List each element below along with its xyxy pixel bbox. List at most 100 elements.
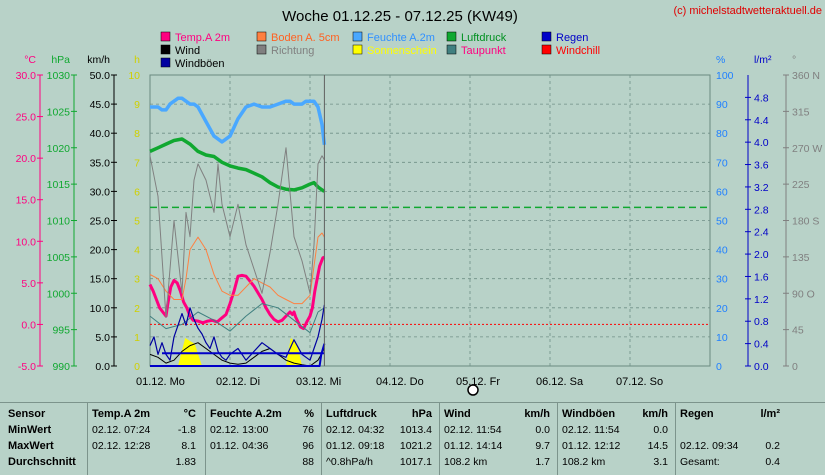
axis-tick-kmh: 0.0 bbox=[95, 361, 110, 373]
stat-value: 0.0 bbox=[535, 424, 550, 436]
axis-tick-hpa: 1025 bbox=[47, 106, 71, 118]
legend-swatch bbox=[160, 31, 171, 42]
statistics-table: Sensor MinWert MaxWert Durchschnitt Temp.A 2… bbox=[0, 402, 825, 475]
legend-swatch bbox=[352, 44, 363, 55]
stat-time: 01.12. 04:36 bbox=[210, 440, 269, 452]
axis-tick-direction: 360 N bbox=[792, 70, 820, 82]
axis-tick-hours: 6 bbox=[134, 186, 140, 198]
stat-column-unit: l/m² bbox=[760, 408, 780, 420]
sunshine-area bbox=[286, 338, 302, 366]
axis-tick-kmh: 30.0 bbox=[90, 186, 111, 198]
axis-tick-rain: 0.4 bbox=[754, 339, 769, 351]
axis-tick-hpa: 995 bbox=[52, 325, 70, 337]
legend-label: Windböen bbox=[175, 58, 225, 70]
axis-unit-direction: ° bbox=[792, 54, 796, 66]
axis-tick-percent: 60 bbox=[716, 186, 728, 198]
stat-value: 1017.1 bbox=[399, 456, 432, 468]
x-tick-label: 06.12. Sa bbox=[536, 376, 584, 388]
legend-swatch bbox=[541, 31, 552, 42]
series-boden-a-5cm bbox=[149, 232, 325, 305]
scroll-marker-icon[interactable] bbox=[467, 384, 479, 396]
x-tick-label: 07.12. So bbox=[616, 376, 663, 388]
legend-label: Taupunkt bbox=[461, 45, 506, 57]
axis-tick-rain: 0.0 bbox=[754, 361, 769, 373]
legend-swatch bbox=[256, 31, 267, 42]
stat-column-unit: hPa bbox=[411, 408, 432, 420]
stat-value: 1013.4 bbox=[399, 424, 432, 436]
axis-tick-rain: 4.8 bbox=[754, 92, 769, 104]
plot-area bbox=[148, 75, 710, 367]
axis-tick-percent: 30 bbox=[716, 274, 728, 286]
stat-time: 02.12. 07:24 bbox=[92, 424, 151, 436]
x-tick-label: 02.12. Di bbox=[216, 376, 260, 388]
axis-tick-hours: 8 bbox=[134, 128, 140, 140]
axis-tick-rain: 0.8 bbox=[754, 316, 769, 328]
axis-tick-rain: 2.0 bbox=[754, 249, 769, 261]
axis-tick-hpa: 990 bbox=[52, 361, 70, 373]
axis-tick-percent: 90 bbox=[716, 99, 728, 111]
stat-column-title: Regen bbox=[680, 408, 714, 420]
x-tick-label: 04.12. Do bbox=[376, 376, 424, 388]
legend-label: Boden A. 5cm bbox=[271, 32, 340, 44]
stat-time: 02.12. 04:32 bbox=[326, 424, 385, 436]
axis-tick-direction: 0 bbox=[792, 361, 798, 373]
axis-tick-kmh: 5.0 bbox=[95, 332, 110, 344]
stat-column-divider bbox=[439, 403, 440, 475]
axes: 01.12. Mo 02.12. Di 03.12. Mi 04.12. Do 05.1… bbox=[16, 54, 823, 388]
axis-tick-kmh: 25.0 bbox=[90, 216, 111, 228]
axis-unit-rain: l/m² bbox=[754, 54, 772, 66]
axis-tick-rain: 3.2 bbox=[754, 182, 769, 194]
stat-time: 02.12. 11:54 bbox=[562, 424, 620, 436]
stat-time: Gesamt: bbox=[680, 456, 720, 468]
axis-tick-hours: 1 bbox=[134, 332, 140, 344]
axis-tick-kmh: 35.0 bbox=[90, 157, 111, 169]
axis-tick-temp_c: 30.0 bbox=[16, 70, 37, 82]
axis-tick-rain: 1.6 bbox=[754, 271, 769, 283]
axis-tick-temp_c: 0.0 bbox=[21, 319, 36, 331]
axis-tick-kmh: 10.0 bbox=[90, 303, 111, 315]
axis-tick-percent: 70 bbox=[716, 157, 728, 169]
legend-swatch bbox=[352, 31, 363, 42]
axis-unit-hpa: hPa bbox=[51, 54, 70, 66]
weather-chart: Woche 01.12.25 - 07.12.25 (KW49) (c) mic… bbox=[16, 5, 823, 396]
legend-swatch bbox=[256, 44, 267, 55]
axis-tick-temp_c: -5.0 bbox=[18, 361, 36, 373]
x-tick-label: 05.12. Fr bbox=[456, 376, 500, 388]
axis-tick-temp_c: 5.0 bbox=[21, 278, 36, 290]
series-luftdruck bbox=[149, 137, 326, 193]
series-regen bbox=[150, 343, 326, 367]
stat-row-label: MinWert bbox=[8, 424, 52, 436]
legend-swatch bbox=[446, 31, 457, 42]
legend-label: Windchill bbox=[556, 45, 600, 57]
series-wind bbox=[149, 342, 325, 367]
axis-tick-temp_c: 15.0 bbox=[16, 195, 37, 207]
stat-value: 76 bbox=[302, 424, 314, 436]
legend-swatch bbox=[541, 44, 552, 55]
stat-row-label: Sensor bbox=[8, 408, 46, 420]
copyright-text: (c) michelstadtwetteraktuell.de bbox=[673, 5, 822, 17]
series-taupunkt bbox=[149, 303, 325, 334]
stat-value: 0.4 bbox=[765, 456, 780, 468]
stat-column-unit: km/h bbox=[524, 408, 550, 420]
axis-tick-kmh: 20.0 bbox=[90, 245, 111, 257]
axis-tick-rain: 1.2 bbox=[754, 294, 769, 306]
axis-tick-hpa: 1005 bbox=[47, 252, 71, 264]
stat-time: 02.12. 12:28 bbox=[92, 440, 151, 452]
axis-tick-direction: 90 O bbox=[792, 288, 815, 300]
stat-value: 1021.2 bbox=[399, 440, 432, 452]
axis-tick-percent: 0 bbox=[716, 361, 722, 373]
series-windb-en bbox=[149, 304, 325, 361]
stat-time: 108.2 km bbox=[562, 456, 606, 468]
axis-tick-percent: 10 bbox=[716, 332, 728, 344]
stat-column-title: Temp.A 2m bbox=[92, 408, 151, 420]
axis-tick-hours: 4 bbox=[134, 245, 140, 257]
axis-tick-kmh: 45.0 bbox=[90, 99, 111, 111]
stat-column-divider bbox=[675, 403, 676, 475]
x-tick-label: 03.12. Mi bbox=[296, 376, 341, 388]
axis-tick-direction: 270 W bbox=[792, 143, 822, 155]
axis-tick-kmh: 40.0 bbox=[90, 128, 111, 140]
axis-tick-hpa: 1010 bbox=[47, 216, 71, 228]
stat-time: 02.12. 13:00 bbox=[210, 424, 269, 436]
stat-column-unit: km/h bbox=[642, 408, 668, 420]
axis-tick-direction: 315 bbox=[792, 106, 810, 118]
